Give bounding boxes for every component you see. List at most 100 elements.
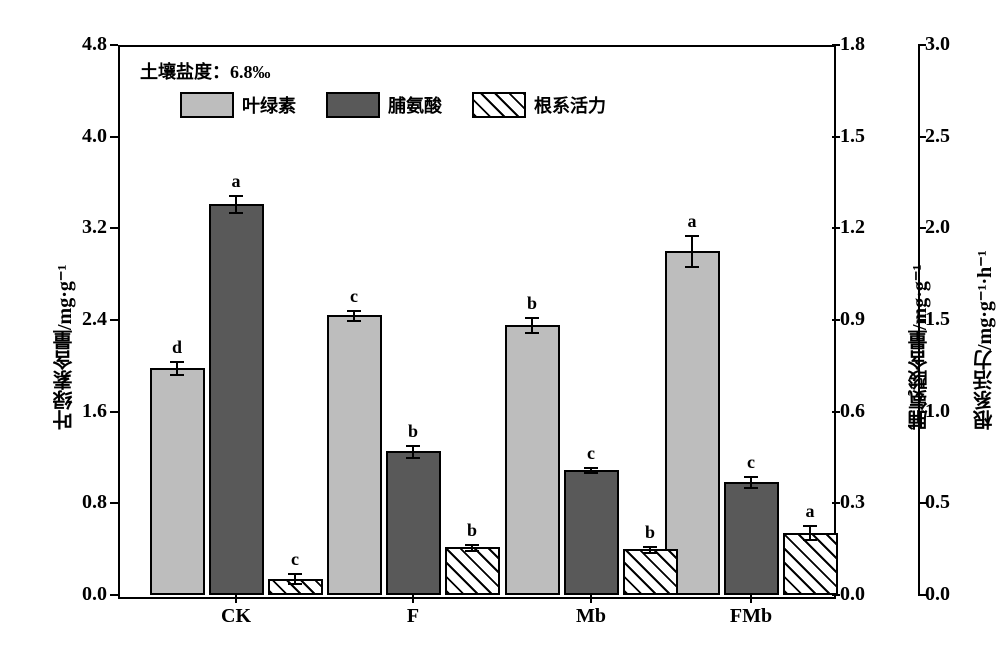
y1-tick-label: 4.0: [62, 125, 107, 148]
legend-item: 叶绿素: [180, 92, 296, 118]
bar-叶绿素: [665, 251, 720, 595]
y2-tick-label: 0.6: [840, 400, 885, 423]
error-bar: [176, 361, 178, 375]
error-cap: [643, 552, 657, 554]
y1-tick-label: 0.0: [62, 583, 107, 606]
significance-label: c: [587, 443, 595, 464]
significance-label: b: [467, 520, 477, 541]
y3-title: 根系活力/mg·g⁻¹·h⁻¹: [970, 210, 999, 430]
y2-tick-label: 0.0: [840, 583, 885, 606]
bar-根系活力: [783, 533, 838, 595]
significance-label: a: [232, 171, 241, 192]
y2-tick-label: 0.3: [840, 491, 885, 514]
y3-tick-label: 1.0: [925, 400, 970, 423]
legend: 叶绿素 脯氨酸 根系活力: [180, 92, 606, 118]
y3-tick-label: 1.5: [925, 308, 970, 331]
significance-label: b: [408, 421, 418, 442]
error-cap: [170, 361, 184, 363]
legend-label: 根系活力: [534, 92, 606, 118]
significance-label: c: [747, 452, 755, 473]
y1-title: 叶绿素含量/mg·g⁻¹: [50, 210, 79, 430]
bar-叶绿素: [505, 325, 560, 595]
y1-tick: [110, 44, 118, 46]
error-cap: [744, 476, 758, 478]
x-tick: [235, 595, 237, 603]
x-category-label: Mb: [576, 605, 606, 628]
bar-脯氨酸: [209, 204, 264, 595]
y3-tick-label: 3.0: [925, 33, 970, 56]
y3-tick-label: 0.0: [925, 583, 970, 606]
legend-label: 脯氨酸: [388, 92, 442, 118]
error-cap: [803, 525, 817, 527]
error-bar: [691, 235, 693, 267]
error-cap: [406, 445, 420, 447]
bar-根系活力: [623, 549, 678, 595]
y2-tick-label: 0.9: [840, 308, 885, 331]
error-cap: [525, 332, 539, 334]
error-cap: [465, 544, 479, 546]
salinity-note: 土壤盐度：6.8‰: [140, 58, 271, 84]
error-cap: [803, 539, 817, 541]
y2-tick: [832, 136, 840, 138]
legend-item: 根系活力: [472, 92, 606, 118]
significance-label: c: [350, 286, 358, 307]
legend-label: 叶绿素: [242, 92, 296, 118]
error-cap: [744, 487, 758, 489]
error-cap: [685, 235, 699, 237]
error-cap: [685, 266, 699, 268]
legend-swatch: [180, 92, 234, 118]
x-tick: [412, 595, 414, 603]
y1-tick: [110, 319, 118, 321]
error-cap: [643, 546, 657, 548]
error-cap: [525, 317, 539, 319]
y2-tick-label: 1.2: [840, 216, 885, 239]
y1-tick: [110, 502, 118, 504]
y2-tick: [832, 227, 840, 229]
y1-tick: [110, 227, 118, 229]
error-bar: [531, 317, 533, 333]
error-cap: [584, 467, 598, 469]
y3-tick-label: 0.5: [925, 491, 970, 514]
y2-tick: [832, 44, 840, 46]
significance-label: a: [688, 211, 697, 232]
error-cap: [288, 583, 302, 585]
significance-label: d: [172, 337, 182, 358]
y2-tick: [832, 502, 840, 504]
x-tick: [590, 595, 592, 603]
y1-tick-label: 4.8: [62, 33, 107, 56]
error-cap: [170, 374, 184, 376]
bar-叶绿素: [327, 315, 382, 595]
bar-叶绿素: [150, 368, 205, 595]
y2-tick-label: 1.5: [840, 125, 885, 148]
y3-tick-label: 2.5: [925, 125, 970, 148]
error-bar: [235, 195, 237, 213]
legend-item: 脯氨酸: [326, 92, 442, 118]
y2-tick-label: 1.8: [840, 33, 885, 56]
y2-tick: [832, 319, 840, 321]
error-cap: [229, 195, 243, 197]
bar-脯氨酸: [386, 451, 441, 595]
error-cap: [465, 550, 479, 552]
x-tick: [750, 595, 752, 603]
significance-label: b: [645, 522, 655, 543]
error-cap: [288, 573, 302, 575]
bar-脯氨酸: [724, 482, 779, 595]
error-cap: [347, 320, 361, 322]
grouped-bar-chart: 土壤盐度：6.8‰叶绿素脯氨酸根系活力0.00.81.62.43.24.04.8…: [0, 0, 1000, 646]
error-cap: [229, 212, 243, 214]
y2-tick: [832, 411, 840, 413]
error-bar: [809, 525, 811, 540]
error-cap: [406, 457, 420, 459]
legend-swatch: [472, 92, 526, 118]
significance-label: a: [806, 501, 815, 522]
error-cap: [584, 472, 598, 474]
error-cap: [347, 310, 361, 312]
significance-label: c: [291, 549, 299, 570]
y1-tick: [110, 136, 118, 138]
legend-swatch: [326, 92, 380, 118]
y1-tick: [110, 594, 118, 596]
y1-tick-label: 0.8: [62, 491, 107, 514]
bar-脯氨酸: [564, 470, 619, 595]
significance-label: b: [527, 293, 537, 314]
y1-tick: [110, 411, 118, 413]
